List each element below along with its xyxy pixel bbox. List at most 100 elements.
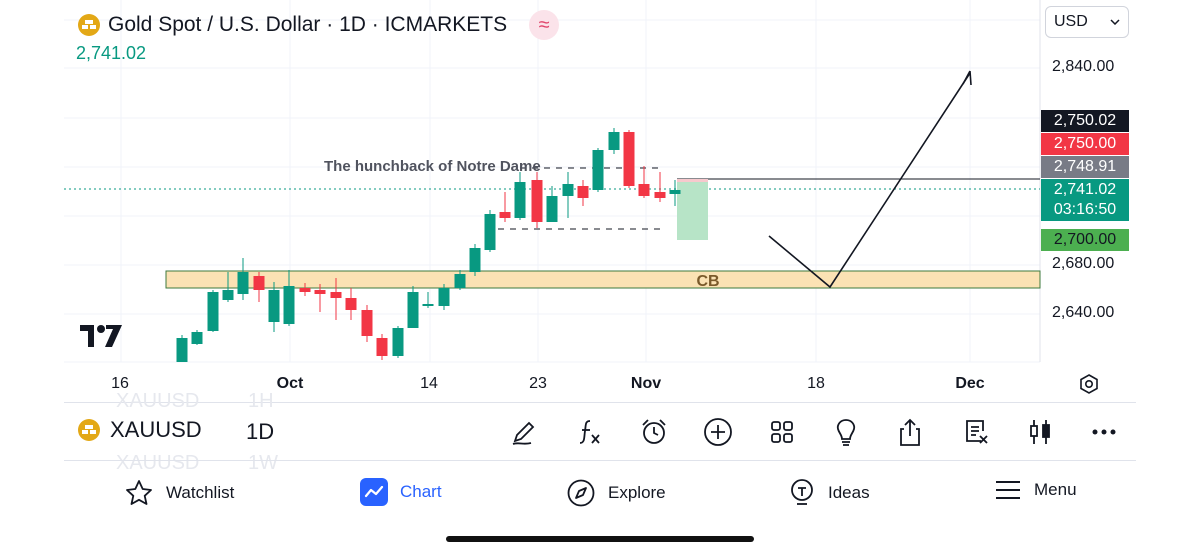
current-price: 2,741.02 bbox=[1053, 181, 1117, 198]
wave-icon[interactable]: ≈ bbox=[529, 10, 560, 40]
candle-body bbox=[562, 184, 574, 196]
candle-body bbox=[330, 292, 342, 298]
gold-coin-icon bbox=[78, 14, 100, 36]
cb-zone-label: CB bbox=[696, 273, 719, 290]
short-target-box bbox=[677, 182, 708, 240]
candle-body bbox=[422, 304, 434, 306]
currency-select[interactable]: USD bbox=[1045, 6, 1129, 38]
ghost-symbol: XAUUSD bbox=[116, 390, 200, 412]
candle-body bbox=[283, 286, 295, 324]
current-price-tag: 2,741.02 03:16:50 bbox=[1041, 179, 1129, 221]
notes-icon[interactable] bbox=[958, 414, 994, 450]
candle-body bbox=[207, 292, 219, 331]
chart-icon bbox=[360, 478, 388, 506]
hunchback-annotation: The hunchback of Notre Dame bbox=[324, 158, 541, 175]
tradingview-logo bbox=[80, 323, 122, 354]
candle-body bbox=[345, 298, 357, 310]
candle-body bbox=[438, 288, 450, 306]
target-price-tag: 2,700.00 bbox=[1041, 229, 1129, 251]
drawing-pen-icon[interactable] bbox=[506, 414, 542, 450]
time-label: Oct bbox=[276, 375, 304, 392]
candle-body bbox=[531, 180, 543, 222]
add-circle-icon[interactable] bbox=[700, 414, 736, 450]
candle-body bbox=[314, 290, 326, 294]
ghost-symbol: XAUUSD bbox=[116, 452, 200, 474]
candle-body bbox=[222, 290, 234, 300]
candle-body bbox=[546, 196, 558, 222]
cb-zone bbox=[165, 270, 1041, 289]
nav-watchlist-label: Watchlist bbox=[166, 483, 235, 502]
projection-arrowhead bbox=[962, 70, 972, 86]
nav-menu-label: Menu bbox=[1034, 480, 1077, 499]
candle-body bbox=[376, 338, 388, 356]
candle-body bbox=[469, 248, 481, 272]
more-icon[interactable] bbox=[1086, 414, 1122, 450]
projection-path bbox=[768, 72, 971, 289]
chart-title: Gold Spot / U.S. Dollar · 1D · ICMARKETS bbox=[108, 13, 508, 36]
symbol-selector[interactable]: XAUUSD bbox=[78, 417, 202, 443]
ideas-bulb-icon bbox=[791, 479, 813, 505]
divider bbox=[64, 460, 1136, 461]
nav-explore[interactable]: Explore bbox=[566, 478, 666, 508]
bar-countdown: 03:16:50 bbox=[1053, 201, 1117, 218]
divider bbox=[64, 402, 1136, 403]
alarm-clock-icon[interactable] bbox=[636, 414, 672, 450]
candle-body bbox=[623, 132, 635, 186]
candles-icon[interactable] bbox=[1022, 414, 1058, 450]
candle-body bbox=[608, 132, 620, 150]
price-tick: 2,640.00 bbox=[1052, 304, 1115, 321]
candle-body bbox=[407, 292, 419, 328]
nav-ideas-label: Ideas bbox=[828, 483, 870, 502]
candle-body bbox=[237, 272, 249, 294]
time-label: Nov bbox=[630, 375, 662, 392]
ghost-interval: 1W bbox=[248, 452, 278, 474]
time-label: 18 bbox=[807, 375, 825, 392]
candle-body bbox=[176, 338, 188, 362]
chevron-down-icon bbox=[1110, 19, 1120, 25]
candle-body bbox=[669, 190, 681, 194]
time-label: 23 bbox=[529, 375, 547, 392]
candle-body bbox=[253, 276, 265, 290]
chart-settings-icon[interactable] bbox=[1078, 373, 1100, 395]
gold-coin-icon bbox=[78, 419, 100, 441]
hamburger-menu-icon bbox=[996, 481, 1020, 499]
candle-body bbox=[299, 288, 311, 292]
chart-header: Gold Spot / U.S. Dollar · 1D · ICMARKETS… bbox=[78, 10, 560, 40]
price-tag-prev: 2,748.91 bbox=[1041, 156, 1129, 178]
nav-chart-label: Chart bbox=[400, 482, 442, 501]
function-icon[interactable] bbox=[571, 414, 607, 450]
chart-area[interactable]: CB The hunchback of Notre Dame bbox=[64, 0, 1136, 402]
compass-icon bbox=[567, 479, 595, 507]
price-chart[interactable]: CB The hunchback of Notre Dame bbox=[64, 0, 1136, 402]
candle-body bbox=[592, 150, 604, 190]
candle-body bbox=[454, 274, 466, 288]
candle-body bbox=[392, 328, 404, 356]
grid-icon[interactable] bbox=[764, 414, 800, 450]
short-risk-box bbox=[677, 179, 708, 182]
price-tag-high: 2,750.02 bbox=[1041, 110, 1129, 132]
candle-body bbox=[268, 290, 280, 322]
price-tick: 2,840.00 bbox=[1052, 58, 1115, 75]
candle-body bbox=[361, 310, 373, 336]
time-label: Dec bbox=[955, 375, 985, 392]
time-label: 14 bbox=[420, 375, 438, 392]
price-tick: 2,680.00 bbox=[1052, 255, 1115, 272]
candle-body bbox=[638, 184, 650, 196]
star-icon bbox=[126, 480, 152, 505]
home-indicator bbox=[446, 536, 754, 542]
nav-ideas[interactable]: Ideas bbox=[788, 478, 870, 508]
nav-menu[interactable]: Menu bbox=[994, 478, 1077, 502]
last-price: 2,741.02 bbox=[76, 43, 147, 63]
interval-selector[interactable]: 1D bbox=[246, 419, 275, 444]
candle-body bbox=[577, 186, 589, 198]
nav-chart[interactable]: Chart bbox=[360, 478, 442, 506]
share-icon[interactable] bbox=[892, 414, 928, 450]
ghost-interval: 1H bbox=[248, 390, 274, 412]
time-label: 16 bbox=[111, 375, 129, 392]
candle-body bbox=[499, 212, 511, 218]
nav-watchlist[interactable]: Watchlist bbox=[124, 478, 234, 508]
currency-value: USD bbox=[1054, 13, 1088, 30]
candle-body bbox=[514, 182, 526, 218]
lightbulb-icon[interactable] bbox=[828, 414, 864, 450]
symbol-name: XAUUSD bbox=[110, 417, 202, 442]
